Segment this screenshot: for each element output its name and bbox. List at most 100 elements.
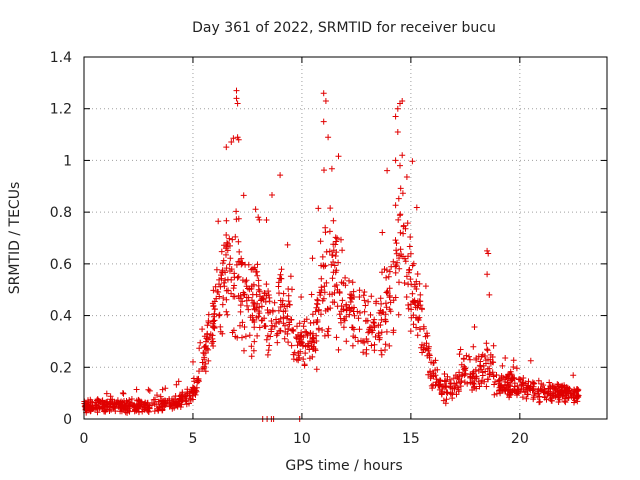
data-point: [362, 318, 369, 325]
data-point: [232, 233, 239, 240]
data-point: [223, 251, 229, 258]
data-point: [263, 336, 270, 343]
data-point: [446, 376, 453, 383]
data-point: [524, 391, 531, 398]
data-point: [430, 373, 437, 380]
data-point: [396, 279, 402, 286]
data-point: [318, 311, 324, 318]
data-point: [520, 375, 527, 381]
data-point: [125, 407, 132, 414]
data-point: [276, 318, 283, 325]
data-point: [199, 326, 206, 333]
data-point: [362, 302, 369, 309]
data-point: [470, 343, 477, 350]
data-point: [308, 343, 315, 350]
data-point: [397, 246, 404, 253]
data-point: [356, 294, 363, 300]
data-point: [233, 208, 240, 215]
data-point: [250, 299, 257, 306]
data-point: [222, 277, 229, 284]
data-point: [380, 309, 387, 316]
data-point: [339, 297, 346, 304]
y-tick-label: 0.6: [50, 257, 72, 273]
data-point: [255, 308, 262, 315]
data-point: [287, 273, 294, 280]
data-point: [133, 397, 140, 404]
data-point: [392, 157, 399, 164]
data-point: [290, 326, 297, 333]
data-point: [397, 185, 404, 192]
data-point: [328, 165, 335, 172]
data-point: [241, 291, 248, 298]
data-point: [484, 247, 491, 254]
data-point: [524, 386, 531, 393]
data-point: [196, 345, 203, 352]
data-point: [422, 346, 429, 353]
data-point: [223, 296, 230, 303]
data-point: [382, 300, 389, 307]
data-point: [95, 397, 102, 404]
data-point: [537, 398, 543, 405]
data-point: [317, 292, 324, 299]
data-point: [561, 395, 568, 402]
data-point: [402, 258, 409, 265]
y-tick-label: 0.2: [50, 360, 72, 376]
data-point: [271, 299, 278, 306]
data-point: [256, 216, 263, 223]
data-point: [235, 273, 242, 280]
data-point: [201, 344, 208, 351]
data-point: [428, 359, 435, 366]
data-point: [522, 380, 529, 387]
data-point: [255, 277, 262, 284]
data-point: [328, 261, 335, 268]
data-point: [472, 366, 479, 373]
data-point: [235, 258, 242, 265]
data-point: [358, 337, 364, 344]
data-point: [343, 303, 350, 309]
data-point: [234, 100, 241, 107]
data-point: [210, 287, 217, 294]
data-point: [394, 129, 401, 135]
data-point: [451, 380, 458, 387]
data-point: [119, 390, 126, 396]
data-point: [405, 305, 412, 312]
data-point: [220, 257, 227, 264]
data-point: [456, 351, 463, 358]
data-point: [409, 262, 416, 269]
data-point: [153, 401, 160, 408]
data-point: [454, 384, 461, 391]
data-point: [154, 392, 160, 399]
data-point: [471, 383, 478, 390]
data-point: [502, 355, 509, 361]
data-point: [239, 319, 246, 326]
data-point: [286, 321, 293, 328]
data-point: [223, 265, 230, 272]
data-point: [506, 391, 513, 398]
data-point: [449, 395, 456, 402]
data-point: [425, 371, 432, 378]
data-point: [462, 370, 469, 377]
data-point: [511, 375, 518, 382]
data-point: [400, 223, 407, 230]
data-point: [309, 255, 316, 262]
data-point: [237, 308, 244, 315]
data-point: [145, 386, 152, 393]
data-point: [300, 356, 307, 363]
data-point: [460, 356, 467, 363]
data-point: [245, 294, 252, 301]
data-point: [447, 390, 454, 397]
data-point: [386, 285, 393, 292]
data-point: [493, 372, 500, 378]
data-point: [485, 376, 492, 383]
data-point: [498, 373, 505, 379]
data-point: [388, 263, 395, 270]
data-point: [209, 300, 216, 307]
data-point: [326, 228, 333, 235]
data-point: [252, 206, 259, 213]
data-point: [202, 368, 209, 375]
data-point: [349, 324, 355, 331]
data-point: [245, 261, 252, 268]
data-point: [313, 366, 320, 373]
data-point: [251, 324, 258, 331]
data-point: [546, 379, 553, 386]
